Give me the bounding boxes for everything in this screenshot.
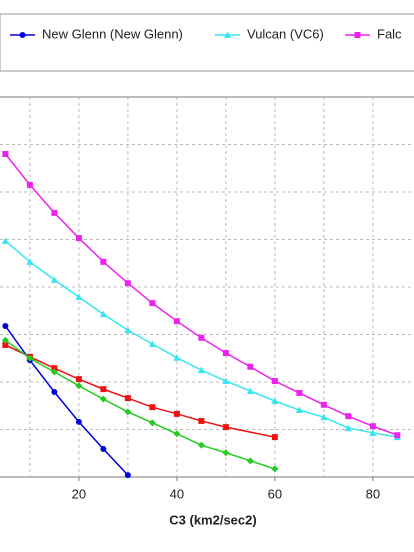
legend-label: Falc xyxy=(377,26,402,41)
marker xyxy=(173,354,181,361)
marker xyxy=(354,32,361,38)
legend-label: New Glenn (New Glenn) xyxy=(42,26,183,41)
marker xyxy=(124,280,131,287)
marker xyxy=(2,322,9,329)
marker xyxy=(124,472,131,478)
marker xyxy=(369,423,376,430)
marker xyxy=(75,382,83,390)
marker xyxy=(394,432,401,439)
marker xyxy=(271,465,279,473)
marker xyxy=(124,395,131,402)
marker xyxy=(26,354,34,362)
marker xyxy=(99,310,107,318)
marker xyxy=(100,258,107,265)
series-line xyxy=(4,339,276,470)
marker xyxy=(99,395,107,403)
marker xyxy=(320,413,328,421)
marker xyxy=(246,457,254,465)
marker xyxy=(50,276,58,283)
marker xyxy=(26,258,34,265)
marker xyxy=(149,404,156,411)
marker xyxy=(51,388,58,395)
marker xyxy=(222,424,229,431)
marker xyxy=(246,387,254,395)
marker xyxy=(100,386,107,393)
x-tick-label: 40 xyxy=(170,486,184,501)
series-line xyxy=(4,153,398,436)
marker xyxy=(271,378,278,385)
marker xyxy=(75,293,83,300)
marker xyxy=(296,389,303,396)
marker xyxy=(271,434,278,441)
marker xyxy=(1,336,9,344)
x-tick-label: 80 xyxy=(366,486,380,501)
marker xyxy=(2,151,9,157)
marker xyxy=(100,445,107,452)
marker xyxy=(75,235,82,242)
marker xyxy=(19,32,26,38)
marker xyxy=(198,417,205,424)
legend-box xyxy=(0,13,414,72)
series-line xyxy=(5,344,276,438)
marker xyxy=(222,377,230,385)
marker xyxy=(26,181,33,188)
marker xyxy=(197,441,205,449)
marker xyxy=(320,401,327,408)
marker xyxy=(224,31,231,38)
marker xyxy=(148,419,156,427)
marker xyxy=(149,300,156,307)
x-tick-label: 20 xyxy=(72,486,86,501)
marker xyxy=(148,340,156,347)
marker xyxy=(198,334,205,341)
marker xyxy=(197,366,205,374)
marker xyxy=(173,430,181,438)
marker xyxy=(222,350,229,357)
marker xyxy=(124,326,132,334)
marker xyxy=(222,449,230,457)
marker xyxy=(345,413,352,420)
marker xyxy=(50,368,58,376)
marker xyxy=(344,424,352,432)
marker xyxy=(51,209,58,216)
marker xyxy=(173,318,180,325)
legend-label: Vulcan (VC6) xyxy=(247,26,324,41)
marker xyxy=(75,418,82,425)
marker xyxy=(51,365,58,372)
marker xyxy=(247,363,254,370)
marker xyxy=(75,376,82,383)
x-axis-label: C3 (km2/sec2) xyxy=(169,512,256,527)
marker xyxy=(173,410,180,417)
series-line xyxy=(4,325,129,476)
marker xyxy=(1,237,9,244)
marker xyxy=(2,341,9,348)
marker xyxy=(369,429,377,436)
marker xyxy=(295,406,303,414)
marker xyxy=(271,397,279,404)
marker xyxy=(124,408,132,416)
plot-area xyxy=(0,97,414,478)
x-tick-label: 60 xyxy=(268,486,282,501)
